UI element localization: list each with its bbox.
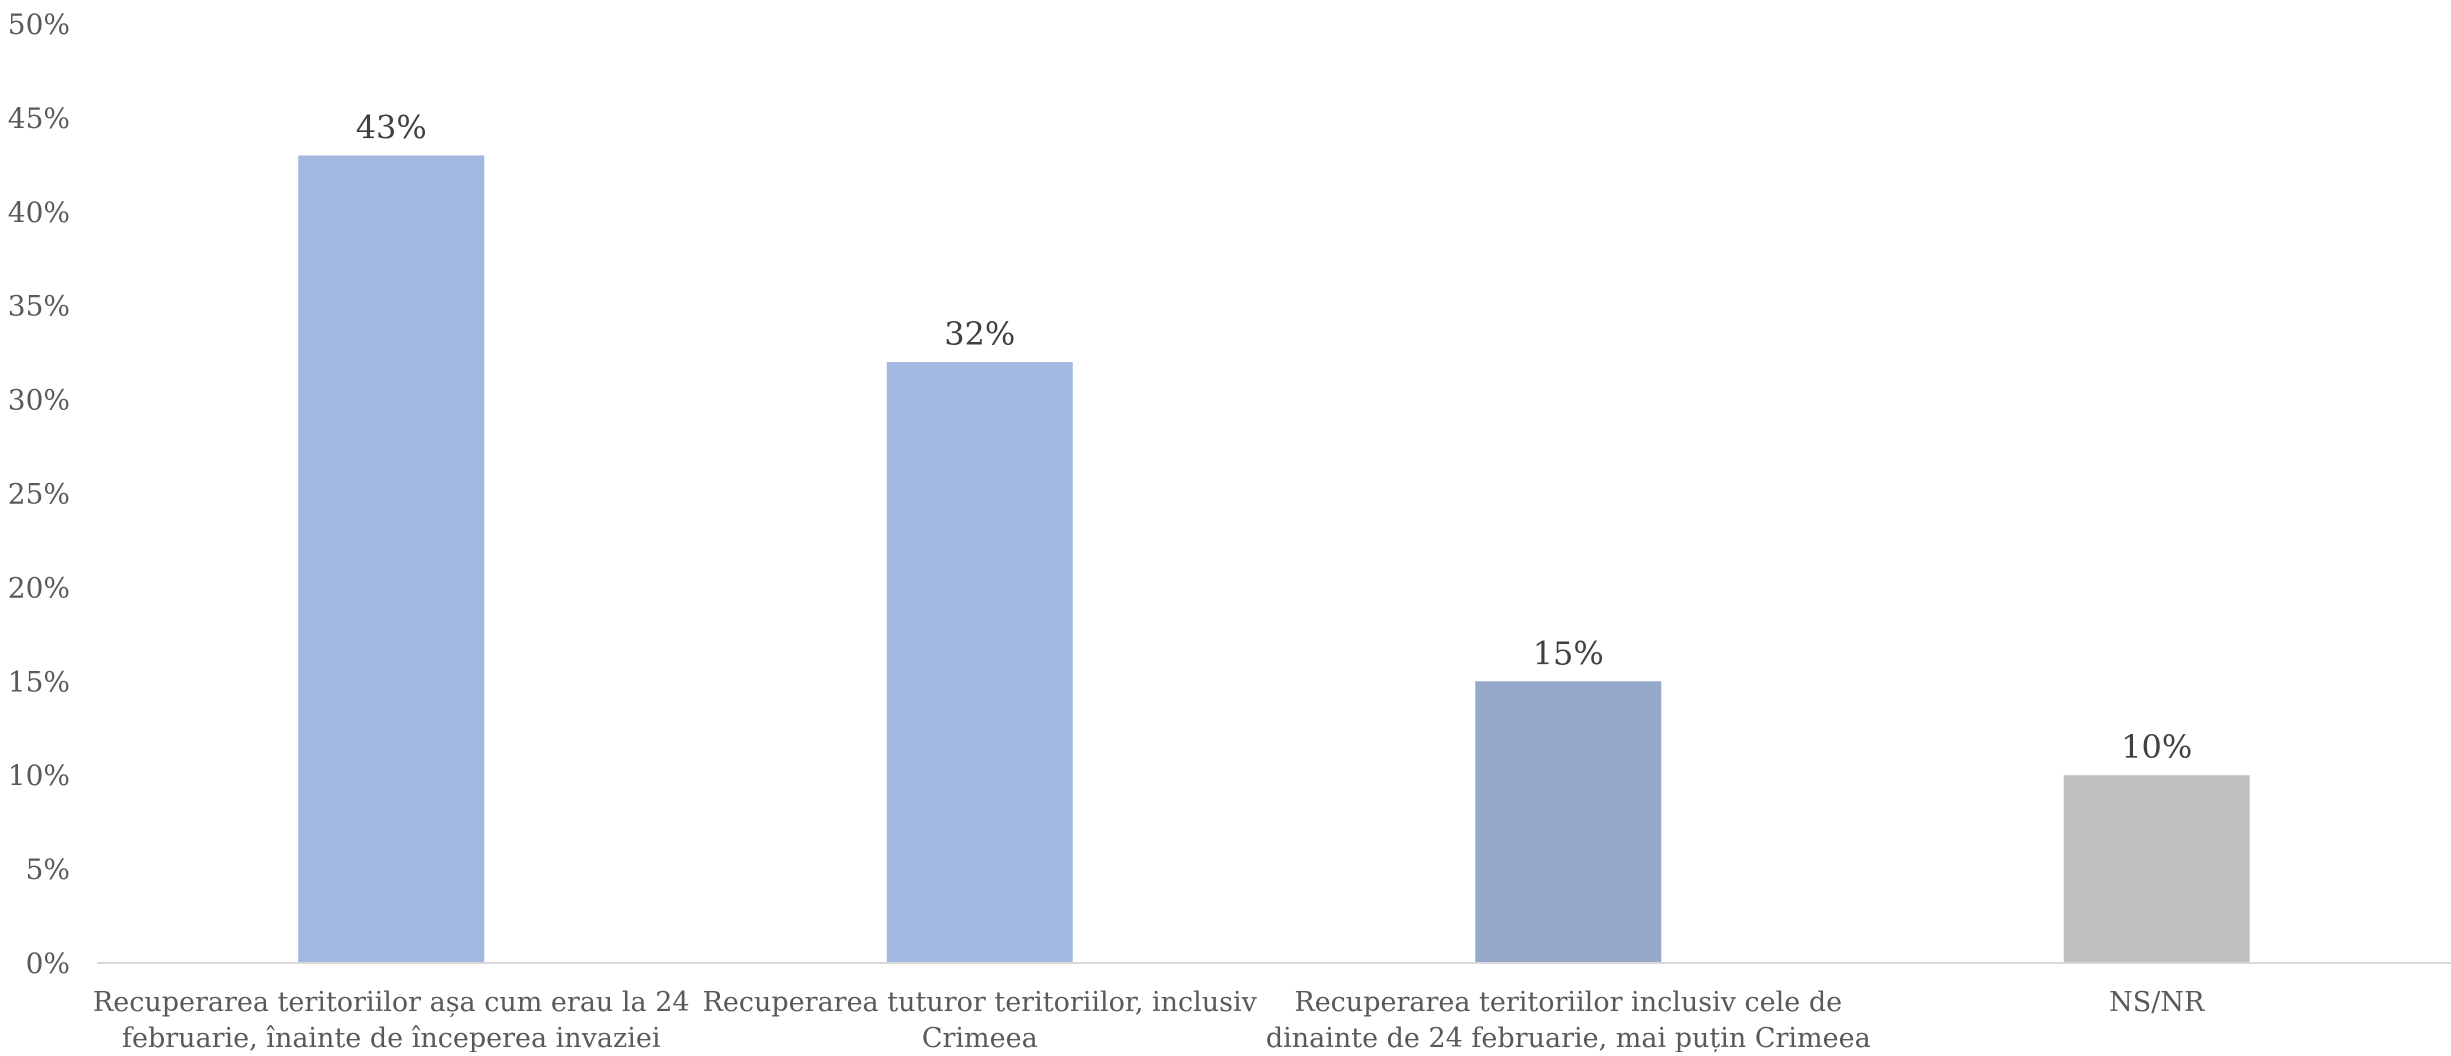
x-tick-label-line: NS/NR: [2109, 987, 2205, 1018]
y-tick-label: 0%: [26, 947, 70, 980]
bar: [886, 362, 1073, 963]
y-tick-label: 40%: [8, 196, 70, 229]
y-tick-label: 25%: [8, 478, 70, 511]
x-tick-label-line: Recuperarea tuturor teritoriilor, inclus…: [703, 987, 1258, 1018]
y-tick-label: 35%: [8, 290, 70, 323]
bar: [2063, 775, 2250, 963]
x-tick-label-line: Recuperarea teritoriilor inclusiv cele d…: [1294, 987, 1842, 1018]
x-tick-label: Recuperarea tuturor teritoriilor, inclus…: [703, 987, 1258, 1052]
y-tick-label: 20%: [8, 571, 70, 604]
y-axis: 0% 5% 10% 15% 20% 25% 30% 35% 40% 45% 50%: [8, 8, 70, 980]
y-tick-label: 15%: [8, 665, 70, 698]
bar: [298, 155, 485, 963]
x-tick-label: Recuperarea teritoriilor inclusiv cele d…: [1266, 987, 1871, 1052]
y-tick-label: 5%: [26, 853, 70, 886]
data-label: 10%: [2121, 728, 2192, 766]
data-label: 15%: [1533, 634, 1604, 672]
x-tick-label-line: Crimeea: [922, 1023, 1038, 1052]
y-tick-label: 50%: [8, 8, 70, 41]
x-tick-label-line: Recuperarea teritoriilor așa cum erau la…: [93, 987, 690, 1018]
x-tick-label: NS/NR: [2109, 987, 2205, 1018]
y-tick-label: 10%: [8, 759, 70, 792]
bar: [1475, 681, 1662, 963]
x-tick-label-line: februarie, înainte de începerea invaziei: [122, 1023, 661, 1052]
data-label: 32%: [944, 315, 1015, 353]
x-axis: Recuperarea teritoriilor așa cum erau la…: [93, 962, 2451, 1054]
data-label: 43%: [356, 108, 427, 146]
data-labels: 43% 32% 15% 10%: [356, 108, 2193, 766]
x-tick-label: Recuperarea teritoriilor așa cum erau la…: [93, 987, 690, 1052]
y-tick-label: 30%: [8, 384, 70, 417]
bars: [298, 155, 2250, 963]
y-tick-label: 45%: [8, 102, 70, 135]
x-tick-label-line: dinainte de 24 februarie, mai puțin Crim…: [1266, 1023, 1871, 1052]
